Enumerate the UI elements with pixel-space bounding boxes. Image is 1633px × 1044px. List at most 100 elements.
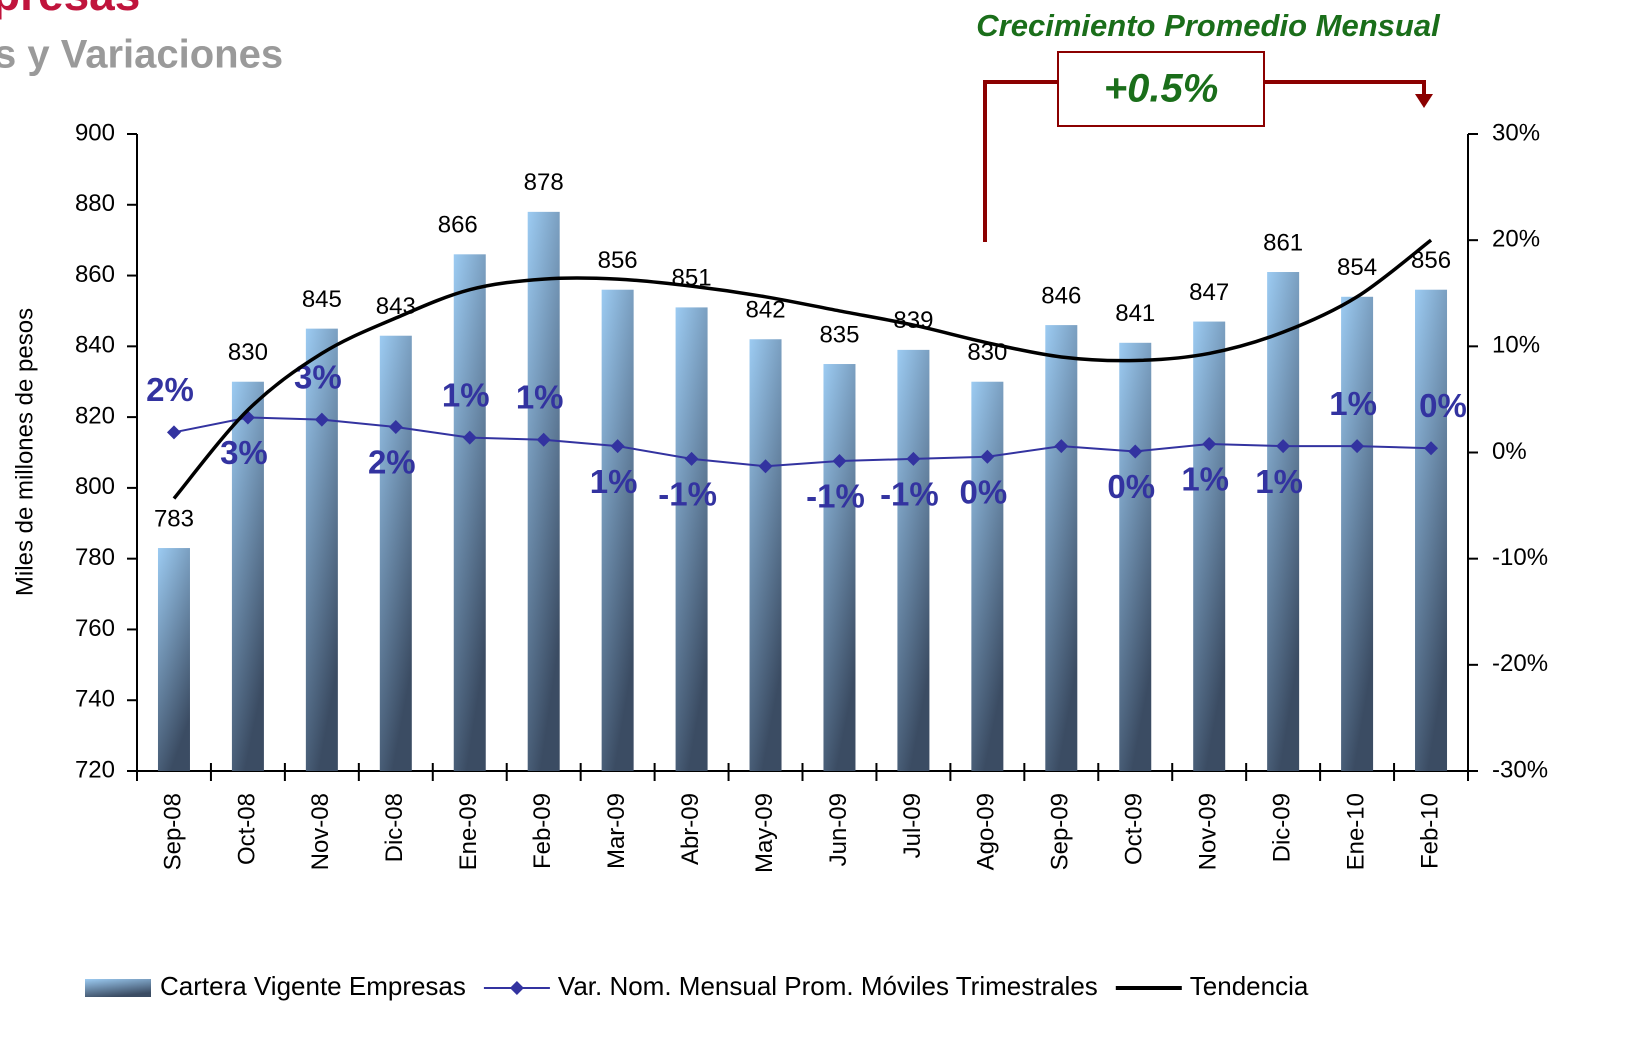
- annotation-box: [1057, 51, 1265, 127]
- trend-line: [172, 238, 1433, 500]
- bar-label: 845: [302, 286, 342, 313]
- bracket-left: [983, 80, 1060, 242]
- bar: [1415, 289, 1448, 771]
- data-label: 3%: [220, 434, 268, 471]
- data-label: 1%: [1329, 385, 1377, 422]
- data-label: 1%: [516, 378, 564, 415]
- x-tick-label: Dic-08: [381, 793, 408, 862]
- bar-label: 842: [746, 297, 786, 324]
- data-label: 1%: [1181, 461, 1229, 498]
- bar: [305, 328, 338, 771]
- y-tick-label: 780: [75, 544, 115, 571]
- y-tick-label: 880: [75, 190, 115, 217]
- annotation: Crecimiento Promedio Mensual: [976, 8, 1441, 43]
- data-label: -1%: [658, 476, 717, 513]
- data-label: 1%: [442, 376, 490, 413]
- annotation-value: +0.5%: [1104, 67, 1219, 111]
- marker: [462, 430, 477, 445]
- y2-tick-label: -10%: [1492, 544, 1548, 571]
- data-label: 1%: [590, 463, 638, 500]
- legend-label: Cartera Vigente Empresas: [160, 971, 466, 1001]
- marker: [1202, 437, 1217, 452]
- arrow-head: [1415, 94, 1433, 108]
- bar: [379, 335, 412, 771]
- marker: [166, 425, 181, 440]
- marker: [1350, 439, 1365, 454]
- y-tick-label: 820: [75, 402, 115, 429]
- x-tick-label: Oct-08: [233, 793, 260, 865]
- bar-label: 830: [228, 339, 268, 366]
- y2-tick-label: 30%: [1492, 119, 1540, 146]
- bar: [971, 381, 1004, 771]
- bar-label: 835: [819, 321, 859, 348]
- x-tick-label: Mar-09: [603, 793, 630, 869]
- bar: [1267, 272, 1300, 771]
- bar: [897, 349, 930, 771]
- bar: [157, 548, 190, 771]
- x-tick-label: Sep-08: [159, 793, 186, 870]
- bar: [453, 254, 486, 772]
- x-tick-label: Ago-09: [973, 793, 1000, 870]
- legend-label: Tendencia: [1190, 971, 1309, 1001]
- marker: [314, 412, 329, 427]
- data-label: 0%: [1107, 468, 1155, 505]
- bar: [749, 339, 782, 771]
- data-label: -1%: [880, 476, 939, 513]
- y-tick-label: 900: [75, 119, 115, 146]
- bar: [1045, 325, 1078, 771]
- bar: [1193, 321, 1226, 771]
- marker: [906, 451, 921, 466]
- legend-item: Tendencia: [1115, 971, 1309, 1001]
- y2-tick-label: 20%: [1492, 226, 1540, 253]
- marker: [610, 439, 625, 454]
- x-tick-label: Oct-09: [1121, 793, 1148, 865]
- data-label: 0%: [960, 473, 1008, 510]
- marker: [1276, 439, 1291, 454]
- marker: [758, 459, 773, 474]
- data-label: 3%: [294, 358, 342, 395]
- marker: [1128, 444, 1143, 459]
- bar: [601, 289, 634, 771]
- marker: [832, 453, 847, 468]
- x-tick-label: Jul-09: [899, 793, 926, 858]
- y-tick-label: 860: [75, 261, 115, 288]
- marker: [684, 451, 699, 466]
- data-label: 0%: [1419, 387, 1467, 424]
- x-tick-label: Ene-09: [455, 793, 482, 870]
- x-tick-label: Abr-09: [677, 793, 704, 865]
- variation-line: [173, 416, 1432, 468]
- bar-label: 783: [154, 505, 194, 532]
- bar: [231, 381, 264, 771]
- y2-tick-label: 10%: [1492, 332, 1540, 359]
- x-tick-label: Feb-09: [529, 793, 556, 869]
- data-label: -1%: [806, 478, 865, 515]
- legend-marker: [509, 981, 524, 995]
- bar-label: 854: [1337, 254, 1377, 281]
- y-tick-label: 840: [75, 332, 115, 359]
- subtitle: s y Variaciones: [0, 33, 283, 77]
- y-axis-label: Miles de millones de pesos: [11, 308, 38, 596]
- marker: [536, 432, 551, 447]
- bar: [675, 307, 708, 771]
- y2-tick-label: -30%: [1492, 756, 1548, 783]
- data-label: 2%: [146, 371, 194, 408]
- bar-label: 866: [438, 212, 478, 239]
- marker: [1054, 439, 1069, 454]
- bar: [527, 211, 560, 771]
- x-tick-label: Nov-09: [1195, 793, 1222, 870]
- data-label: 1%: [1255, 463, 1303, 500]
- x-tick-label: Jun-09: [825, 793, 852, 866]
- x-tick-label: Ene-10: [1342, 793, 1369, 870]
- bar-label: 878: [524, 169, 564, 196]
- data-label: 2%: [368, 444, 416, 481]
- bar: [1341, 296, 1374, 771]
- y-tick-label: 800: [75, 473, 115, 500]
- x-tick-label: Sep-09: [1047, 793, 1074, 870]
- x-tick-label: Dic-09: [1268, 793, 1295, 862]
- y-tick-label: 760: [75, 615, 115, 642]
- x-tick-label: May-09: [751, 793, 778, 873]
- marker: [980, 449, 995, 464]
- bar-label: 846: [1041, 282, 1081, 309]
- x-tick-label: Nov-08: [307, 793, 334, 870]
